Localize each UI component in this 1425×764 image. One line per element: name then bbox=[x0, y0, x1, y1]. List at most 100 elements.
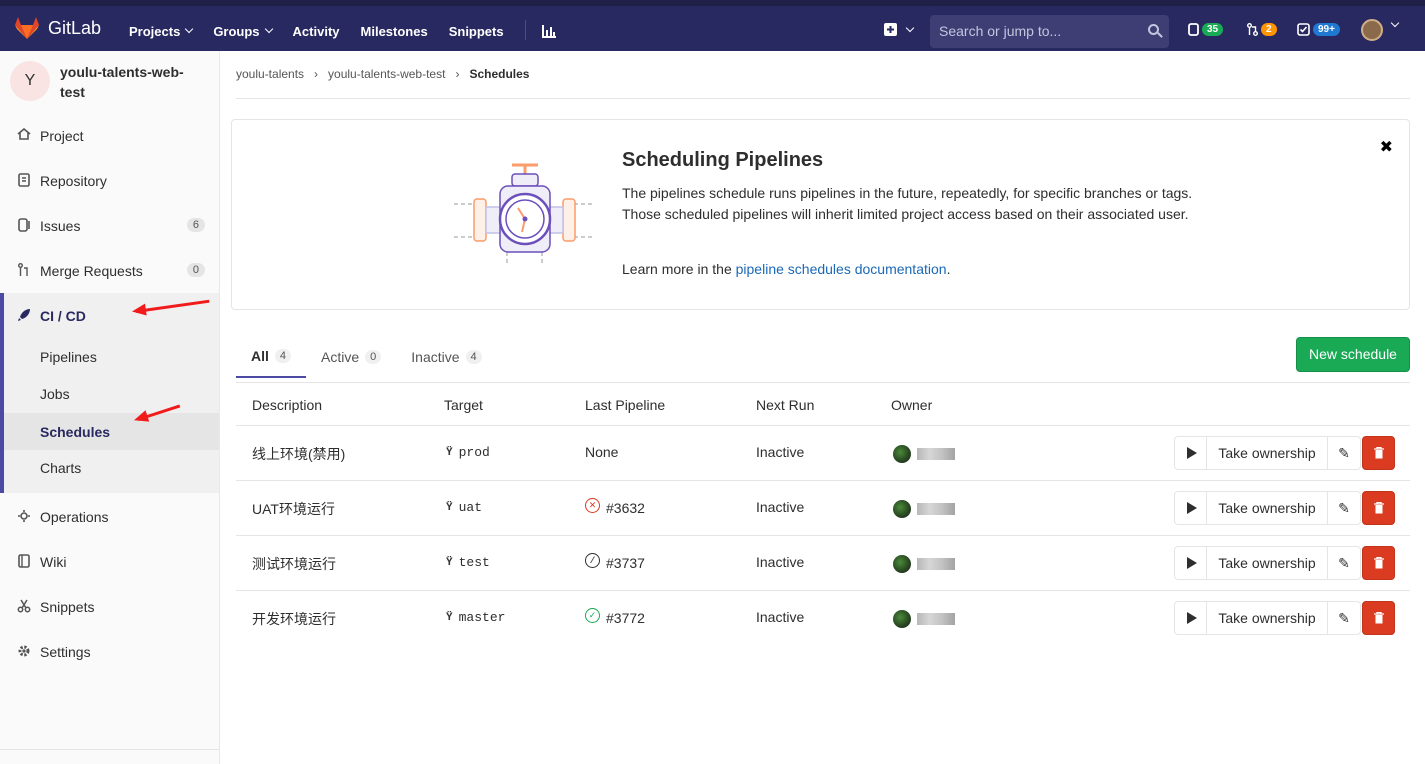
take-ownership-button[interactable]: Take ownership bbox=[1206, 546, 1328, 580]
breadcrumb-project[interactable]: youlu-talents-web-test bbox=[328, 67, 446, 81]
nav-activity[interactable]: Activity bbox=[292, 23, 340, 39]
row-owner[interactable] bbox=[893, 610, 955, 628]
merge-requests-counter[interactable]: 2 bbox=[1247, 23, 1277, 36]
pencil-icon: ✎ bbox=[1338, 499, 1350, 516]
close-icon[interactable]: ✖ bbox=[1379, 139, 1393, 156]
row-last-pipeline[interactable]: ✕ #3632 bbox=[585, 497, 645, 516]
project-header[interactable]: Y youlu-talents-web-test bbox=[10, 61, 200, 102]
issues-counter[interactable]: 35 bbox=[1188, 23, 1224, 36]
pipeline-schedules-docs-link[interactable]: pipeline schedules documentation bbox=[735, 261, 947, 277]
delete-button[interactable] bbox=[1362, 546, 1395, 580]
take-ownership-button[interactable]: Take ownership bbox=[1206, 491, 1328, 525]
sidebar-sub-pipelines[interactable]: Pipelines bbox=[40, 349, 97, 365]
nav-snippets[interactable]: Snippets bbox=[448, 23, 504, 39]
pencil-icon: ✎ bbox=[1338, 609, 1350, 626]
breadcrumb-current[interactable]: Schedules bbox=[469, 67, 530, 81]
new-dropdown[interactable] bbox=[884, 23, 915, 36]
play-button[interactable] bbox=[1174, 436, 1207, 470]
sidebar-sub-jobs[interactable]: Jobs bbox=[40, 386, 70, 402]
row-owner[interactable] bbox=[893, 555, 955, 573]
chevron-down-icon bbox=[264, 24, 273, 34]
column-header-owner: Owner bbox=[891, 397, 933, 413]
pencil-icon: ✎ bbox=[1338, 554, 1350, 571]
row-actions: Take ownership ✎ bbox=[1174, 491, 1395, 525]
branch-icon: Ÿ bbox=[446, 501, 453, 514]
delete-button[interactable] bbox=[1362, 491, 1395, 525]
tab-all[interactable]: All 4 bbox=[236, 340, 307, 378]
sidebar-sub-schedules[interactable]: Schedules bbox=[4, 413, 219, 450]
nav-projects[interactable]: Projects bbox=[129, 22, 194, 40]
tab-inactive[interactable]: Inactive 4 bbox=[396, 340, 496, 378]
todos-counter[interactable]: 99+ bbox=[1297, 23, 1340, 36]
chevron-down-icon[interactable] bbox=[1390, 18, 1400, 28]
row-last-pipeline[interactable]: ✓ #3772 bbox=[585, 607, 645, 626]
plus-square-icon bbox=[884, 23, 897, 36]
status-success-icon: ✓ bbox=[585, 607, 600, 623]
sidebar-item-operations[interactable]: Operations bbox=[0, 502, 219, 532]
play-icon bbox=[1187, 612, 1197, 624]
sidebar-item-issues[interactable]: Issues 6 bbox=[0, 211, 219, 241]
row-actions: Take ownership ✎ bbox=[1174, 436, 1395, 470]
play-button[interactable] bbox=[1174, 601, 1207, 635]
nav-milestones[interactable]: Milestones bbox=[360, 23, 428, 39]
sidebar-item-project[interactable]: Project bbox=[0, 121, 219, 151]
sidebar-item-cicd[interactable]: CI / CD bbox=[0, 301, 219, 331]
row-description: UAT环境运行 bbox=[252, 501, 335, 517]
trash-icon bbox=[1373, 557, 1384, 569]
sidebar-sub-charts[interactable]: Charts bbox=[40, 460, 82, 476]
row-actions: Take ownership ✎ bbox=[1174, 546, 1395, 580]
play-icon bbox=[1187, 447, 1197, 459]
issues-count: 6 bbox=[186, 218, 205, 232]
play-button[interactable] bbox=[1174, 546, 1207, 580]
owner-name-redacted bbox=[917, 558, 955, 570]
user-avatar[interactable] bbox=[1361, 19, 1383, 41]
new-schedule-button[interactable]: New schedule bbox=[1296, 337, 1410, 372]
owner-avatar bbox=[893, 610, 911, 628]
tab-active[interactable]: Active 0 bbox=[306, 340, 396, 378]
take-ownership-button[interactable]: Take ownership bbox=[1206, 601, 1328, 635]
row-last-pipeline[interactable]: ⁄ #3737 bbox=[585, 552, 645, 571]
top-navbar: GitLab Projects Groups Activity Mileston… bbox=[0, 0, 1425, 51]
issues-icon bbox=[1188, 23, 1199, 36]
sidebar-item-settings[interactable]: Settings bbox=[0, 637, 219, 667]
chart-icon[interactable] bbox=[541, 22, 556, 40]
play-button[interactable] bbox=[1174, 491, 1207, 525]
sidebar-item-merge-requests[interactable]: Merge Requests 0 bbox=[0, 256, 219, 286]
gear-icon bbox=[16, 644, 32, 660]
take-ownership-button[interactable]: Take ownership bbox=[1206, 436, 1328, 470]
delete-button[interactable] bbox=[1362, 436, 1395, 470]
owner-avatar bbox=[893, 555, 911, 573]
merge-request-icon bbox=[16, 263, 32, 279]
schedule-scope-tabs: All 4 Active 0 Inactive 4 bbox=[236, 340, 497, 378]
row-description: 线上环境(禁用) bbox=[252, 446, 346, 462]
row-owner[interactable] bbox=[893, 500, 955, 518]
search-input[interactable]: Search or jump to... bbox=[930, 15, 1169, 48]
trash-icon bbox=[1373, 612, 1384, 624]
todo-check-icon bbox=[1297, 23, 1310, 36]
row-actions: Take ownership ✎ bbox=[1174, 601, 1395, 635]
column-header-description: Description bbox=[252, 397, 323, 413]
search-icon bbox=[1148, 24, 1159, 35]
breadcrumb-group[interactable]: youlu-talents bbox=[236, 67, 305, 81]
column-header-target: Target bbox=[444, 397, 483, 413]
nav-groups[interactable]: Groups bbox=[213, 22, 273, 40]
merge-requests-count: 0 bbox=[186, 263, 205, 277]
project-name: youlu-talents-web-test bbox=[60, 64, 184, 100]
main-nav: Projects Groups Activity Milestones Snip… bbox=[129, 20, 577, 40]
sidebar-item-repository[interactable]: Repository bbox=[0, 166, 219, 196]
row-owner[interactable] bbox=[893, 445, 955, 463]
gitlab-logo[interactable]: GitLab bbox=[14, 16, 101, 40]
breadcrumb: youlu-talents › youlu-talents-web-test ›… bbox=[236, 67, 529, 81]
sidebar-item-snippets[interactable]: Snippets bbox=[0, 592, 219, 622]
edit-button[interactable]: ✎ bbox=[1327, 546, 1361, 580]
sidebar-item-wiki[interactable]: Wiki bbox=[0, 547, 219, 577]
edit-button[interactable]: ✎ bbox=[1327, 491, 1361, 525]
delete-button[interactable] bbox=[1362, 601, 1395, 635]
edit-button[interactable]: ✎ bbox=[1327, 436, 1361, 470]
edit-button[interactable]: ✎ bbox=[1327, 601, 1361, 635]
pipeline-clock-illustration bbox=[454, 163, 595, 266]
